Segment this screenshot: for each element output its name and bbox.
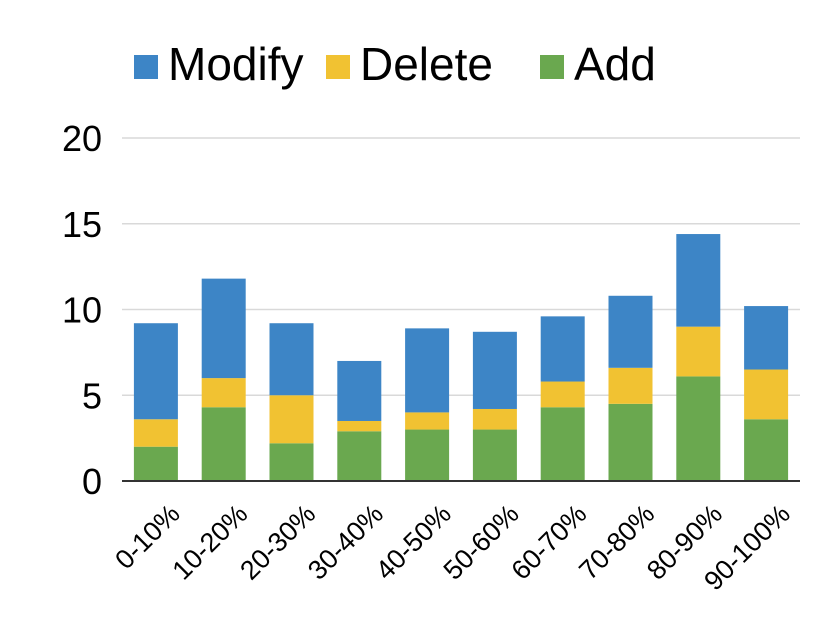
bars (133, 234, 789, 481)
bar-add-40-50% (405, 429, 450, 481)
bar-modify-10-20% (201, 278, 246, 379)
bar-delete-30-40% (337, 420, 382, 432)
legend-label-modify: Modify (168, 38, 303, 90)
legend: Modify Delete Add (134, 38, 656, 90)
bar-delete-10-20% (201, 378, 246, 408)
y-tick-label: 10 (62, 290, 102, 331)
y-tick-label: 0 (82, 461, 102, 502)
bar-modify-50-60% (472, 331, 517, 409)
y-tick-label: 15 (62, 204, 102, 245)
bar-modify-30-40% (337, 360, 382, 421)
bar-modify-40-50% (405, 328, 450, 413)
bar-add-30-40% (337, 431, 382, 481)
bar-add-50-60% (472, 429, 517, 481)
x-tick-label: 10-20% (166, 499, 253, 586)
bar-delete-40-50% (405, 412, 450, 430)
bar-delete-0-10% (133, 419, 178, 447)
bar-delete-20-30% (269, 395, 314, 444)
x-tick-label: 50-60% (438, 499, 525, 586)
bar-delete-60-70% (540, 381, 585, 408)
legend-swatch-add (540, 55, 564, 79)
bar-add-10-20% (201, 407, 246, 481)
bar-modify-20-30% (269, 323, 314, 396)
bar-modify-90-100% (744, 306, 789, 370)
bar-add-20-30% (269, 443, 314, 481)
bar-add-80-90% (676, 376, 721, 481)
bar-modify-70-80% (608, 295, 653, 368)
legend-label-add: Add (574, 38, 656, 90)
x-axis-tick-labels: 0-10%10-20%20-30%30-40%40-50%50-60%60-70… (109, 499, 796, 597)
bar-add-0-10% (133, 446, 178, 481)
x-tick-label: 60-70% (505, 499, 592, 586)
y-tick-label: 20 (62, 118, 102, 159)
bar-delete-50-60% (472, 408, 517, 430)
bar-add-70-80% (608, 403, 653, 481)
legend-label-delete: Delete (360, 38, 493, 90)
bar-delete-80-90% (676, 326, 721, 377)
x-tick-label: 20-30% (234, 499, 321, 586)
bar-modify-0-10% (133, 323, 178, 420)
legend-swatch-delete (326, 55, 350, 79)
x-tick-label: 40-50% (370, 499, 457, 586)
bar-modify-60-70% (540, 316, 585, 382)
bar-delete-70-80% (608, 367, 653, 404)
x-tick-label: 70-80% (573, 499, 660, 586)
legend-swatch-modify (134, 55, 158, 79)
bar-add-90-100% (744, 419, 789, 481)
x-tick-label: 30-40% (302, 499, 389, 586)
bar-modify-80-90% (676, 234, 721, 327)
y-tick-label: 5 (82, 375, 102, 416)
y-axis-tick-labels: 0 5 10 15 20 (62, 118, 102, 502)
bar-add-60-70% (540, 407, 585, 481)
bar-delete-90-100% (744, 369, 789, 420)
